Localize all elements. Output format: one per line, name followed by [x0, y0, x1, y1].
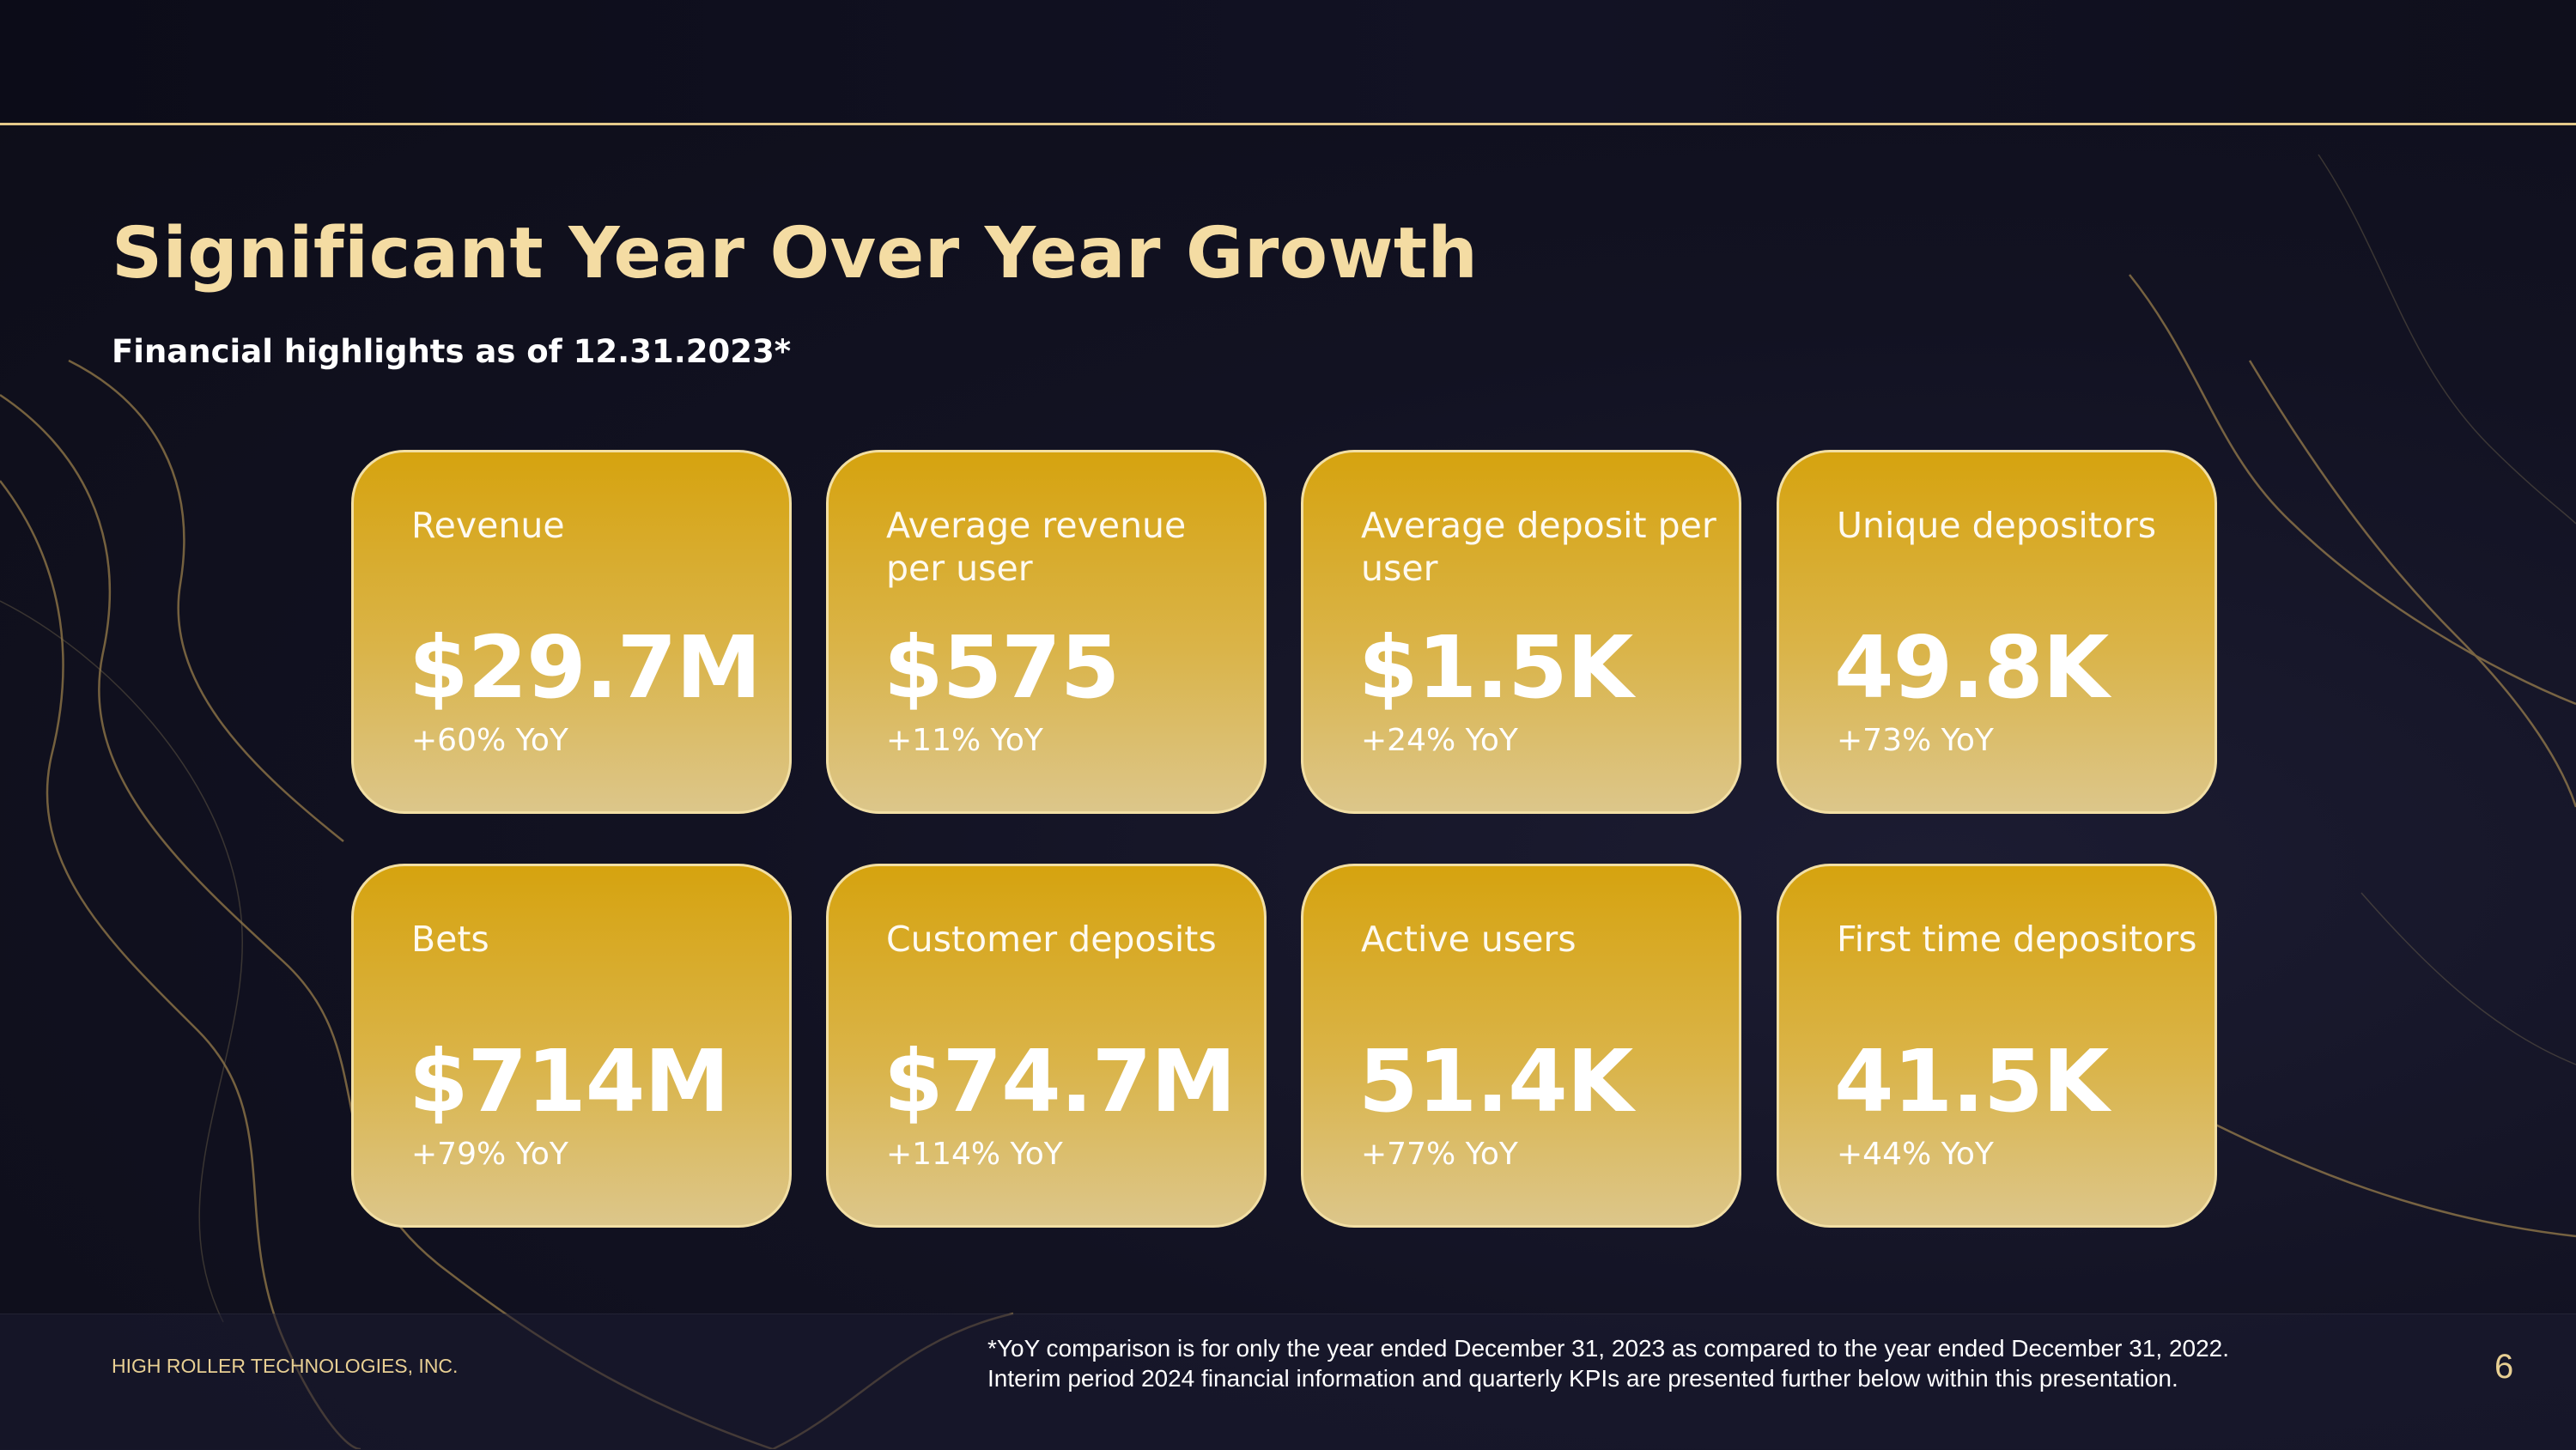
footnote: *YoY comparison is for only the year end… — [987, 1333, 2404, 1393]
metric-value: $74.7M — [884, 1031, 1236, 1131]
metric-card-unique-depositors: Unique depositors 49.8K +73% YoY — [1777, 450, 2217, 814]
metric-label: First time depositors — [1837, 919, 2197, 960]
metric-card-average-deposit: Average deposit per user $1.5K +24% YoY — [1301, 450, 1741, 814]
metric-yoy: +24% YoY — [1361, 723, 1518, 758]
metric-label: Customer deposits — [886, 919, 1217, 960]
footer-bar — [0, 1313, 2576, 1450]
metric-yoy: +11% YoY — [886, 723, 1043, 758]
metric-yoy: +114% YoY — [886, 1137, 1063, 1172]
metric-card-arpu: Average revenue per user $575 +11% YoY — [826, 450, 1267, 814]
metric-yoy: +44% YoY — [1837, 1137, 1994, 1172]
metric-yoy: +60% YoY — [411, 723, 568, 758]
metric-value: $1.5K — [1358, 617, 1633, 718]
metric-label: Active users — [1361, 919, 1577, 960]
metric-label: Average deposit per user — [1361, 505, 1716, 589]
metric-yoy: +73% YoY — [1837, 723, 1994, 758]
page-subtitle: Financial highlights as of 12.31.2023* — [112, 333, 792, 370]
metric-card-first-time-depositors: First time depositors 41.5K +44% YoY — [1777, 864, 2217, 1228]
metric-label: Average revenue per user — [886, 505, 1187, 589]
metric-value: $29.7M — [409, 617, 762, 718]
metric-value: 41.5K — [1834, 1031, 2109, 1131]
footnote-line: *YoY comparison is for only the year end… — [987, 1335, 2230, 1362]
metric-value: $714M — [409, 1031, 730, 1131]
company-name: HIGH ROLLER TECHNOLOGIES, INC. — [112, 1355, 459, 1377]
page-title: Significant Year Over Year Growth — [112, 213, 1479, 294]
metric-card-bets: Bets $714M +79% YoY — [351, 864, 792, 1228]
metric-label: Revenue — [411, 505, 565, 546]
metric-value: 51.4K — [1358, 1031, 1633, 1131]
metric-yoy: +79% YoY — [411, 1137, 568, 1172]
metric-card-revenue: Revenue $29.7M +60% YoY — [351, 450, 792, 814]
metric-yoy: +77% YoY — [1361, 1137, 1518, 1172]
metric-label: Bets — [411, 919, 489, 960]
top-band — [0, 0, 2576, 125]
metric-value: $575 — [884, 617, 1120, 718]
metric-label: Unique depositors — [1837, 505, 2157, 546]
metric-card-customer-deposits: Customer deposits $74.7M +114% YoY — [826, 864, 1267, 1228]
footnote-line: Interim period 2024 financial informatio… — [987, 1365, 2178, 1392]
metric-card-active-users: Active users 51.4K +77% YoY — [1301, 864, 1741, 1228]
metric-value: 49.8K — [1834, 617, 2109, 718]
page-number: 6 — [2494, 1348, 2514, 1386]
